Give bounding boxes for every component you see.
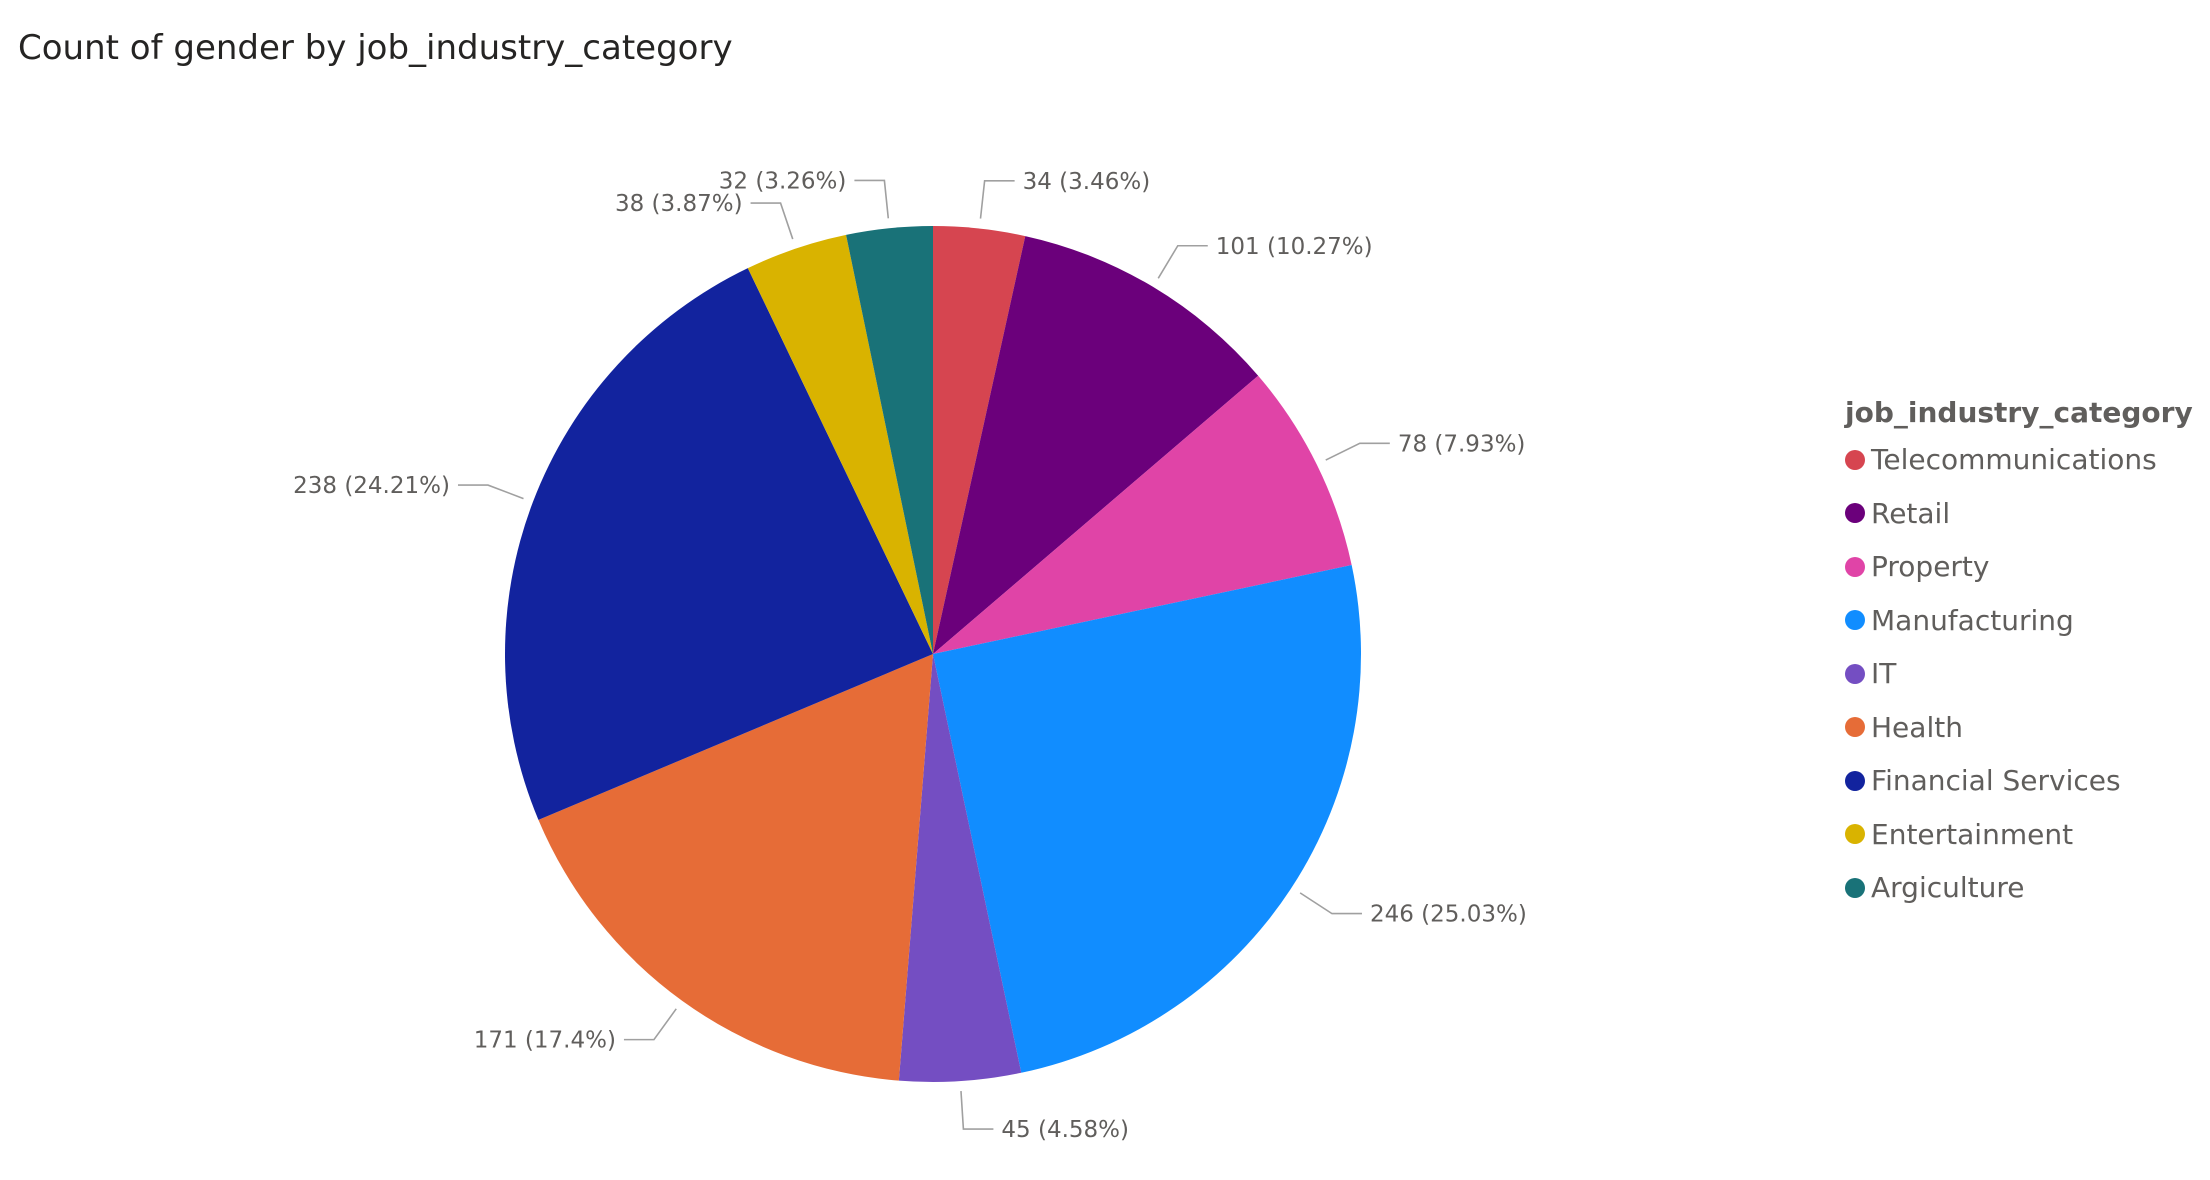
pie-slices	[505, 226, 1361, 1083]
legend-label: Financial Services	[1871, 764, 2121, 798]
legend-label: Argiculture	[1871, 871, 2025, 905]
legend-item-entertainment[interactable]: Entertainment	[1845, 808, 2193, 862]
legend-item-retail[interactable]: Retail	[1845, 487, 2193, 541]
data-label-entertainment: 38 (3.87%)	[615, 191, 743, 217]
legend-swatch-icon	[1845, 824, 1865, 845]
legend-label: Property	[1871, 550, 1990, 584]
data-label-property: 78 (7.93%)	[1398, 431, 1526, 457]
legend-item-argiculture[interactable]: Argiculture	[1845, 861, 2193, 915]
legend-label: Entertainment	[1871, 817, 2074, 851]
pie-slice-entertainment[interactable]	[747, 234, 933, 654]
legend-title: job_industry_category	[1845, 396, 2193, 429]
leader-line-manufacturing	[1299, 892, 1362, 915]
legend-swatch-icon	[1845, 877, 1865, 898]
legend-label: Manufacturing	[1871, 603, 2074, 637]
data-label-telecommunications: 34 (3.46%)	[1023, 169, 1151, 195]
pie-slice-telecommunications[interactable]	[933, 226, 1026, 654]
legend-item-it[interactable]: IT	[1845, 647, 2193, 701]
leader-line-health	[623, 1008, 677, 1041]
legend-label: IT	[1871, 657, 1897, 691]
legend-swatch-icon	[1845, 449, 1865, 470]
leader-line-argiculture	[854, 179, 890, 219]
legend-item-telecommunications[interactable]: Telecommunications	[1845, 433, 2193, 487]
pie-slice-property[interactable]	[933, 375, 1352, 654]
data-label-health: 171 (17.4%)	[474, 1028, 616, 1054]
pie-slice-financial-services[interactable]	[505, 268, 933, 820]
legend-label: Retail	[1871, 496, 1951, 530]
data-label-retail: 101 (10.27%)	[1216, 234, 1373, 260]
legend-item-health[interactable]: Health	[1845, 701, 2193, 755]
leader-line-retail	[1157, 244, 1208, 279]
legend-swatch-icon	[1845, 663, 1865, 684]
leader-line-entertainment	[750, 202, 794, 240]
legend-items: Telecommunications Retail Property Manufact…	[1845, 433, 2193, 915]
legend-label: Telecommunications	[1871, 443, 2157, 477]
legend-swatch-icon	[1845, 770, 1865, 791]
pie-slice-argiculture[interactable]	[846, 226, 933, 654]
pie-slice-retail[interactable]	[933, 236, 1259, 655]
data-label-manufacturing: 246 (25.03%)	[1370, 902, 1527, 928]
leader-line-financial-services	[457, 484, 524, 500]
pie-slice-manufacturing[interactable]	[933, 565, 1361, 1073]
legend-item-manufacturing[interactable]: Manufacturing	[1845, 594, 2193, 648]
legend-label: Health	[1871, 710, 1963, 744]
leader-line-it	[960, 1091, 994, 1130]
pie-slice-health[interactable]	[538, 654, 933, 1081]
legend: job_industry_category Telecommunications…	[1845, 396, 2193, 915]
leader-line-property	[1325, 442, 1390, 461]
pie-slice-it[interactable]	[898, 654, 1022, 1083]
legend-item-financial-services[interactable]: Financial Services	[1845, 754, 2193, 808]
data-label-argiculture: 32 (3.26%)	[719, 168, 847, 194]
leader-line-telecommunications	[979, 180, 1015, 219]
legend-swatch-icon	[1845, 717, 1865, 738]
data-label-it: 45 (4.58%)	[1001, 1117, 1129, 1143]
legend-swatch-icon	[1845, 610, 1865, 631]
legend-item-property[interactable]: Property	[1845, 540, 2193, 594]
chart-title: Count of gender by job_industry_category	[18, 28, 733, 68]
legend-swatch-icon	[1845, 503, 1865, 524]
data-labels: 34 (3.46%) 101 (10.27%) 78 (7.93%) 246 (25.…	[293, 168, 1527, 1143]
data-label-financial-services: 238 (24.21%)	[293, 473, 450, 499]
legend-swatch-icon	[1845, 556, 1865, 577]
